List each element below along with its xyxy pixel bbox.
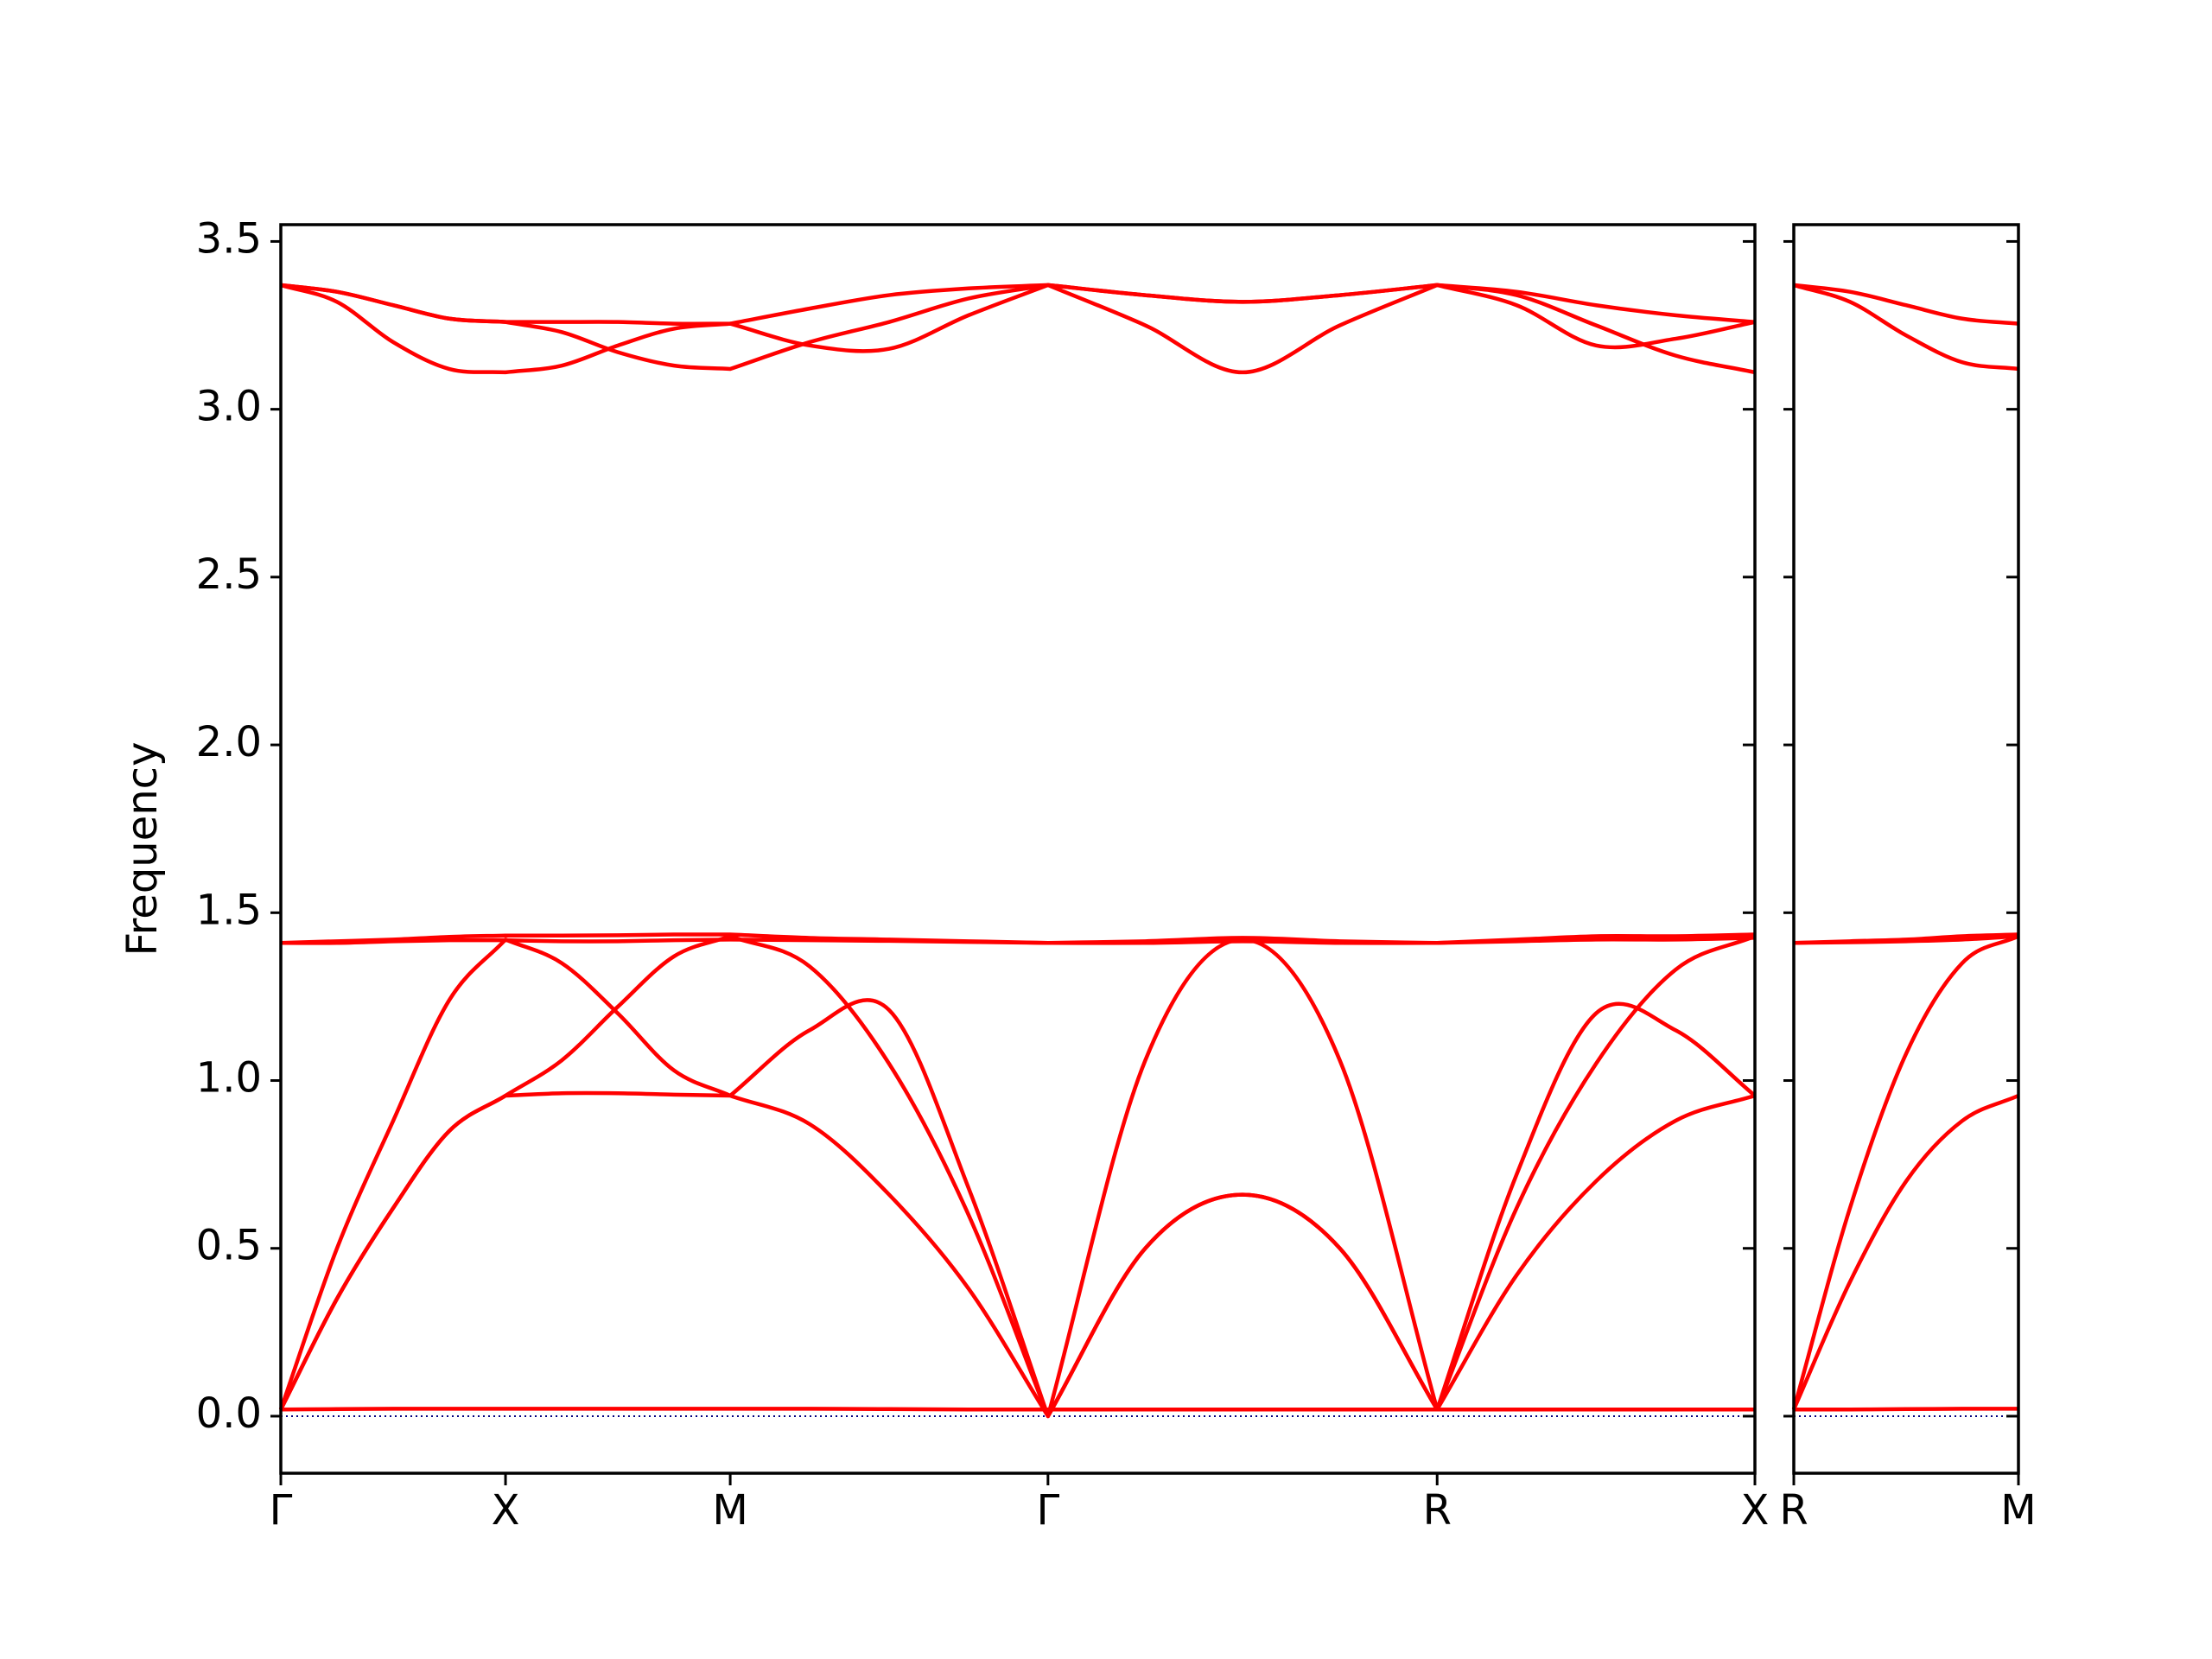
x-tick-label: X — [492, 1486, 520, 1535]
band-line — [280, 936, 1756, 945]
band-line — [280, 283, 1756, 372]
y-tick-label: 1.5 — [196, 886, 262, 934]
x-tick-label: R — [1423, 1486, 1452, 1535]
band-line — [1793, 283, 2019, 326]
band-line — [1793, 1407, 2019, 1412]
x-tick-label: X — [1741, 1486, 1770, 1535]
band-line — [280, 1407, 1755, 1412]
y-tick-label: 2.0 — [196, 718, 262, 766]
plot-frame — [1792, 223, 2020, 1475]
x-tick-label: M — [712, 1486, 747, 1535]
band-line — [1791, 934, 2019, 1410]
x-tick-label: R — [1779, 1486, 1808, 1535]
x-tick-label: Γ — [270, 1486, 293, 1535]
x-tick-label: M — [2000, 1486, 2036, 1535]
band-line — [278, 1090, 1756, 1419]
band-line — [280, 283, 1756, 375]
y-tick-label: 0.5 — [196, 1222, 262, 1270]
y-tick-label: 3.5 — [196, 214, 262, 263]
band-line — [278, 938, 1757, 1419]
y-tick-label: 2.5 — [196, 550, 262, 599]
plot-frame — [279, 223, 1757, 1475]
y-axis-label: Frequency — [118, 742, 167, 957]
y-tick-label: 0.0 — [196, 1389, 262, 1438]
y-tick-label: 3.0 — [196, 383, 262, 431]
y-tick-label: 1.0 — [196, 1054, 262, 1103]
band-line — [1793, 934, 2019, 945]
band-line — [278, 934, 1756, 1419]
x-tick-label: Γ — [1036, 1486, 1059, 1535]
band-line — [1793, 283, 2019, 372]
band-line — [1791, 1093, 2019, 1411]
